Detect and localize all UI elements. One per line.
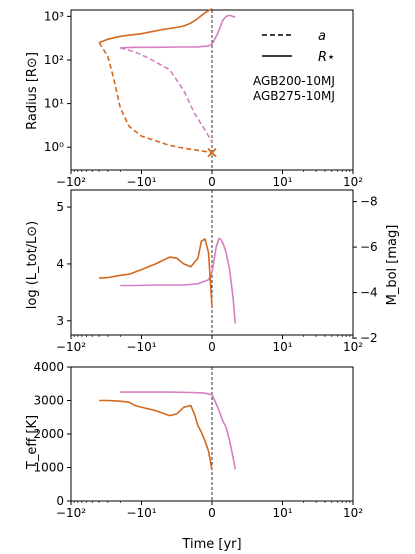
- x-tick-label: −10¹: [126, 175, 156, 189]
- legend: a R⋆: [262, 29, 335, 65]
- x-tick-label: −10¹: [126, 340, 156, 354]
- x-tick-label: 10¹: [272, 175, 292, 189]
- y-tick-label: 2000: [33, 427, 64, 441]
- middle-ylabel: log (L_tot/L⊙): [25, 221, 40, 310]
- x-tick-label: −10¹: [126, 506, 156, 520]
- x-tick-label: −10²: [56, 340, 86, 354]
- y-tick-label: 10²: [44, 53, 64, 67]
- bottom-ylabel: T_eff [K]: [25, 415, 40, 470]
- panel-teff: −10² −10¹ 0 10¹ 10² 0 1000 2000 3000 4000: [33, 360, 363, 520]
- y-tick-label: 10⁰: [44, 140, 64, 154]
- merger-marker: [207, 148, 217, 158]
- legend-label-a: a: [318, 29, 326, 44]
- y-tick-label: 4: [56, 257, 64, 271]
- series-agb275-10mj-a: [98, 42, 213, 154]
- secondary-y-tick-label: −2: [360, 331, 378, 345]
- series-agb275-10mj-rstar: [98, 8, 213, 44]
- x-tick-label: 0: [208, 506, 216, 520]
- y-tick-label: 3000: [33, 394, 64, 408]
- panel-luminosity: −10² −10¹ 0 10¹ 10² 3 4 5 −8 −6 −4 −2: [56, 189, 378, 354]
- x-tick-label: −10²: [56, 506, 86, 520]
- series-agb275-10mj: [99, 399, 213, 471]
- secondary-y-tick-label: −8: [360, 195, 378, 209]
- x-tick-label: 10¹: [272, 506, 292, 520]
- x-tick-label: 10¹: [272, 340, 292, 354]
- x-tick-label: 0: [208, 340, 216, 354]
- y-tick-label: 1000: [33, 461, 64, 475]
- x-axis-label: Time [yr]: [181, 537, 241, 552]
- series-agb200-10mj: [120, 237, 237, 324]
- annotation-agb200: AGB200-10MJ: [253, 74, 335, 88]
- series-agb275-10mj: [99, 238, 213, 307]
- x-tick-label: 10²: [343, 506, 363, 520]
- y-tick-label: 10¹: [44, 97, 64, 111]
- series-agb200-10mj-rstar: [120, 14, 236, 49]
- series-agb200-10mj: [120, 391, 237, 470]
- legend-label-rstar: R⋆: [318, 50, 335, 65]
- y-tick-label: 3: [56, 314, 64, 328]
- x-tick-label: 10²: [343, 340, 363, 354]
- y-tick-label: 10³: [44, 9, 64, 23]
- secondary-y-tick-label: −4: [360, 286, 378, 300]
- top-ylabel: Radius [R⊙]: [25, 52, 40, 130]
- y-tick-label: 0: [56, 494, 64, 508]
- series-agb200-10mj-a: [120, 47, 213, 143]
- middle-secondary-ylabel: M_bol [mag]: [385, 225, 400, 306]
- x-tick-label: 10²: [343, 175, 363, 189]
- y-tick-label: 4000: [33, 360, 64, 374]
- x-tick-label: 0: [208, 175, 216, 189]
- x-tick-label: −10²: [56, 175, 86, 189]
- annotation-agb275: AGB275-10MJ: [253, 89, 335, 103]
- secondary-y-tick-label: −6: [360, 240, 378, 254]
- y-tick-label: 5: [56, 200, 64, 214]
- panel-radius: −10² −10¹ 0 10¹ 10² 10⁰ 10¹ 10² 10³: [44, 8, 363, 189]
